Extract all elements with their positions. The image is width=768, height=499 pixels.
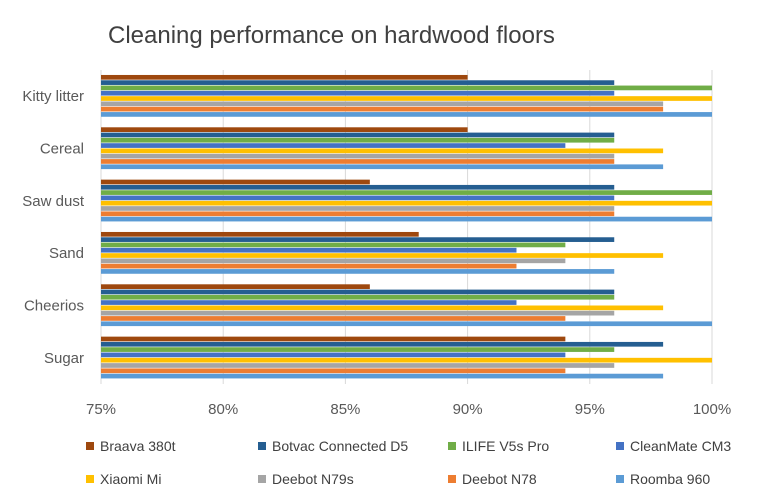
x-tick-label: 90% bbox=[453, 401, 483, 418]
bar-deebot-n79s-sugar bbox=[101, 363, 615, 368]
bar-deebot-n79s-saw-dust bbox=[101, 206, 615, 211]
y-category-label: Kitty litter bbox=[22, 88, 84, 105]
chart-title: Cleaning performance on hardwood floors bbox=[108, 22, 555, 49]
bar-botvac-connected-d5-cereal bbox=[101, 132, 615, 138]
y-category-label: Saw dust bbox=[22, 193, 85, 210]
bar-xiaomi-mi-sugar bbox=[101, 357, 712, 363]
bar-xiaomi-mi-cereal bbox=[101, 148, 664, 154]
bar-roomba-960-cheerios bbox=[101, 321, 712, 327]
bar-braava-380t-sugar bbox=[101, 336, 566, 342]
bar-braava-380t-kitty-litter bbox=[101, 74, 468, 80]
bar-cleanmate-cm3-sand bbox=[101, 247, 517, 253]
bar-braava-380t-sand bbox=[101, 231, 419, 237]
bar-botvac-connected-d5-sugar bbox=[101, 341, 664, 347]
bar-deebot-n79s-cereal bbox=[101, 153, 615, 159]
bar-botvac-connected-d5-kitty-litter bbox=[101, 80, 615, 85]
bar-cleanmate-cm3-cheerios bbox=[101, 300, 517, 305]
bar-braava-380t-cereal bbox=[101, 127, 468, 132]
bar-cleanmate-cm3-kitty-litter bbox=[101, 90, 615, 96]
bar-roomba-960-sand bbox=[101, 269, 615, 274]
y-category-label: Cereal bbox=[40, 141, 84, 158]
bar-deebot-n78-sugar bbox=[101, 368, 566, 374]
x-tick-label: 85% bbox=[330, 401, 360, 418]
bar-ilife-v5s-pro-kitty-litter bbox=[101, 85, 712, 91]
bar-xiaomi-mi-cheerios bbox=[101, 305, 664, 311]
y-category-label: Sugar bbox=[44, 350, 84, 367]
bar-cleanmate-cm3-cereal bbox=[101, 143, 566, 148]
bar-xiaomi-mi-sand bbox=[101, 253, 664, 258]
bar-cleanmate-cm3-sugar bbox=[101, 352, 566, 358]
bar-braava-380t-saw-dust bbox=[101, 179, 370, 185]
y-category-label: Cheerios bbox=[24, 298, 84, 315]
bar-deebot-n79s-cheerios bbox=[101, 310, 615, 316]
bar-ilife-v5s-pro-cheerios bbox=[101, 294, 615, 300]
bar-ilife-v5s-pro-cereal bbox=[101, 137, 615, 143]
bar-roomba-960-sugar bbox=[101, 373, 664, 379]
bar-deebot-n78-cereal bbox=[101, 159, 615, 164]
bar-deebot-n78-saw-dust bbox=[101, 211, 615, 217]
bar-deebot-n79s-sand bbox=[101, 258, 566, 264]
bar-roomba-960-kitty-litter bbox=[101, 112, 712, 117]
bar-botvac-connected-d5-sand bbox=[101, 237, 615, 242]
y-category-label: Sand bbox=[49, 245, 84, 262]
bar-braava-380t-cheerios bbox=[101, 284, 370, 289]
bar-ilife-v5s-pro-saw-dust bbox=[101, 190, 712, 195]
x-tick-label: 75% bbox=[86, 401, 116, 418]
bar-deebot-n78-cheerios bbox=[101, 316, 566, 321]
bar-ilife-v5s-pro-sand bbox=[101, 242, 566, 248]
x-tick-label: 95% bbox=[575, 401, 605, 418]
bar-deebot-n78-kitty-litter bbox=[101, 106, 664, 112]
bar-botvac-connected-d5-cheerios bbox=[101, 289, 615, 295]
bar-roomba-960-cereal bbox=[101, 164, 664, 170]
bar-deebot-n79s-kitty-litter bbox=[101, 101, 664, 107]
x-tick-label: 80% bbox=[208, 401, 238, 418]
bar-cleanmate-cm3-saw-dust bbox=[101, 195, 615, 201]
x-tick-label: 100% bbox=[693, 401, 731, 418]
bar-xiaomi-mi-kitty-litter bbox=[101, 96, 712, 101]
bar-roomba-960-saw-dust bbox=[101, 216, 712, 222]
bar-xiaomi-mi-saw-dust bbox=[101, 200, 712, 206]
bar-botvac-connected-d5-saw-dust bbox=[101, 184, 615, 190]
bar-deebot-n78-sand bbox=[101, 263, 517, 269]
bar-ilife-v5s-pro-sugar bbox=[101, 347, 615, 352]
